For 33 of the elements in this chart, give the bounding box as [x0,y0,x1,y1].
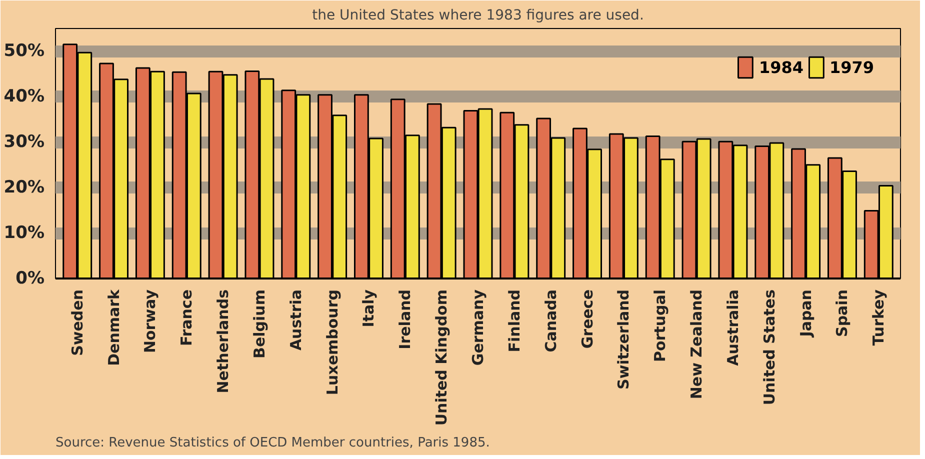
x-tick-label: Canada [542,289,560,352]
x-tick-label: Luxembourg [323,289,342,396]
legend-label: 1979 [829,58,874,76]
x-tick-label: Switzerland [614,289,633,390]
x-tick-label: Ireland [396,289,414,350]
x-tick-label: United States [760,289,778,406]
y-tick-label: 50% [4,41,45,62]
x-tick-label: Netherlands [214,289,232,394]
x-tick-label: Turkey [870,289,888,346]
x-tick-label: France [178,289,196,346]
x-tick-label: Belgium [250,290,268,358]
x-tick-label: Australia [724,290,742,366]
y-tick-label: 40% [4,86,45,107]
x-tick-label: Italy [360,289,378,328]
x-tick-label: Denmark [104,288,123,366]
x-tick-label: Portugal [651,290,670,362]
y-tick-label: 20% [4,178,45,198]
x-tick-label: Germany [469,289,487,366]
x-tick-label: United Kingdom [432,289,451,426]
x-tick-label: Greece [578,289,596,349]
y-tick-label: 0% [16,268,45,288]
legend-label: 1984 [758,58,804,76]
x-tick-label: New Zealand [688,289,706,400]
x-tick-label: Norway [141,289,160,354]
y-tick-label: 30% [4,132,45,152]
x-tick-label: Austria [286,289,305,351]
x-tick-label: Sweden [68,289,86,356]
text: the United States where 1983 figures are used. [312,8,644,24]
source-note: Source: Revenue Statistics of OECD Member countries, Paris 1985. [56,436,490,450]
x-tick-label: Finland [505,289,524,352]
x-tick-label: Spain [833,290,852,337]
x-tick-label: Japan [796,289,815,338]
y-tick-label: 10% [4,223,45,244]
